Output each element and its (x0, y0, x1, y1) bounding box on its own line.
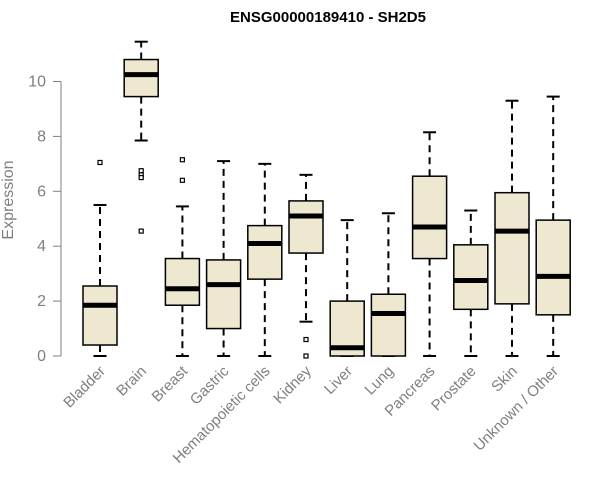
iqr-box (82, 285, 118, 346)
iqr-box (288, 200, 324, 254)
box-4 (247, 162, 283, 357)
chart-title: ENSG00000189410 - SH2D5 (230, 9, 426, 26)
outlier-point (138, 228, 144, 234)
outlier-point (97, 159, 103, 166)
outlier-point (179, 157, 185, 163)
category-label-10: Skin (488, 363, 521, 396)
iqr-box (535, 219, 571, 316)
outlier-point (138, 174, 144, 181)
category-label-7: Lung (362, 363, 398, 399)
category-label-0: Bladder (60, 363, 109, 412)
y-tick-label-2: 2 (37, 293, 46, 310)
category-label-9: Prostate (428, 363, 480, 415)
box-7 (370, 212, 407, 357)
iqr-box (123, 58, 159, 98)
category-label-6: Liver (321, 363, 356, 398)
box-3 (205, 160, 242, 357)
iqr-box (370, 293, 407, 357)
iqr-box (247, 224, 283, 280)
box-8 (411, 131, 448, 357)
y-tick-label-8: 8 (37, 128, 46, 145)
y-axis-title: Expression (0, 160, 17, 239)
box-6 (329, 219, 365, 357)
y-tick-label-6: 6 (37, 183, 46, 200)
boxes-group (82, 40, 571, 359)
y-tick-label-10: 10 (28, 74, 46, 91)
y-tick-label-0: 0 (37, 348, 46, 365)
iqr-box (494, 191, 530, 305)
y-tick-label-4: 4 (37, 238, 46, 255)
outlier-point (179, 177, 185, 183)
category-label-1: Brain (113, 363, 150, 400)
box-5 (288, 173, 324, 359)
box-1 (123, 40, 159, 234)
box-10 (494, 99, 530, 357)
box-2 (164, 157, 201, 357)
outlier-point (138, 168, 144, 174)
box-11 (535, 95, 571, 357)
category-label-2: Breast (149, 362, 192, 405)
box-0 (82, 159, 118, 357)
iqr-box (205, 259, 242, 330)
iqr-box (164, 257, 201, 306)
box-9 (453, 209, 489, 357)
iqr-box (411, 175, 448, 260)
outlier-point (303, 336, 309, 343)
iqr-box (453, 244, 489, 311)
category-label-5: Kidney (270, 362, 315, 407)
y-axis: 0 2 4 6 8 10 (28, 74, 62, 365)
outlier-point (303, 353, 309, 359)
